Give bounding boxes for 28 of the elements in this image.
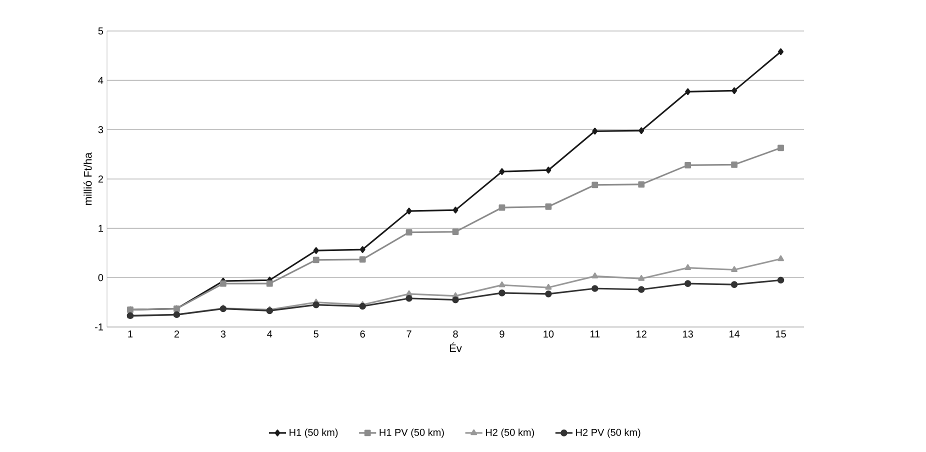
x-tick-label: 2 [174, 330, 179, 338]
y-tick-label: 4 [98, 76, 104, 84]
legend-label: H2 (50 km) [486, 428, 534, 438]
x-tick-label: 9 [500, 330, 504, 338]
y-tick-label: -1 [95, 324, 103, 330]
x-axis-title: Év [450, 342, 462, 352]
x-tick-label: 13 [683, 330, 693, 338]
legend-label: H1 PV (50 km) [380, 428, 444, 438]
x-tick-label: 5 [314, 330, 318, 338]
x-tick-label: 7 [406, 330, 412, 338]
x-tick-label: 6 [360, 330, 365, 338]
x-tick-label: 11 [590, 330, 600, 338]
legend-label: H1 (50 km) [290, 428, 338, 438]
x-tick-label: 15 [776, 330, 786, 338]
x-tick-label: 4 [267, 330, 272, 338]
y-tick-label: 5 [98, 28, 104, 34]
y-tick-label: 1 [98, 224, 103, 232]
y-tick-label: 3 [98, 126, 104, 134]
x-tick-label: 8 [453, 330, 458, 338]
legend-label: H2 PV (50 km) [576, 428, 640, 438]
x-tick-label: 3 [220, 330, 226, 338]
x-tick-label: 10 [544, 330, 554, 338]
y-tick-label: 0 [98, 274, 104, 282]
x-tick-label: 12 [636, 330, 646, 338]
y-tick-label: 2 [98, 176, 103, 182]
y-axis-title: millió Ft/ha [84, 152, 92, 205]
x-tick-label: 14 [730, 330, 740, 338]
x-tick-label: 1 [128, 330, 133, 338]
